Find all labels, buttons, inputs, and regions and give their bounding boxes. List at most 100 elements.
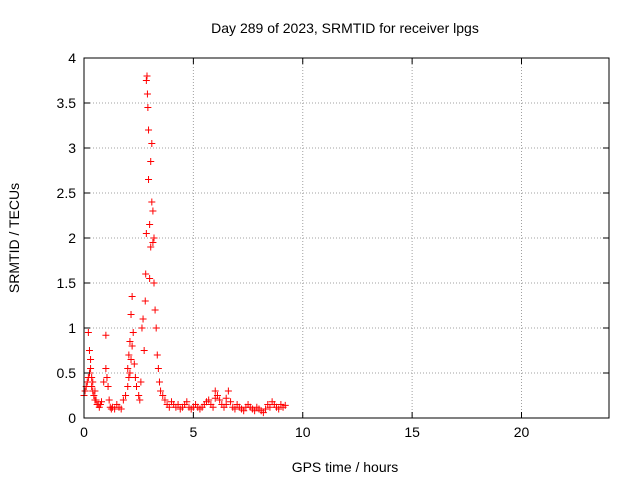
data-point <box>131 374 139 381</box>
data-point <box>136 396 144 404</box>
data-point <box>151 306 159 314</box>
data-point <box>122 392 130 399</box>
data-point <box>91 387 99 395</box>
data-point <box>117 405 125 413</box>
data-point <box>87 356 95 363</box>
data-point <box>127 356 135 363</box>
data-point <box>144 104 152 111</box>
data-point <box>128 293 136 300</box>
data-series <box>80 72 289 417</box>
data-point <box>81 387 89 395</box>
data-point <box>141 297 149 305</box>
y-tick-label: 4 <box>68 50 76 66</box>
y-tick-label: 1 <box>68 320 76 336</box>
x-tick-label: 15 <box>404 424 420 440</box>
data-point <box>125 374 133 381</box>
data-point <box>231 405 239 413</box>
data-point <box>140 347 148 354</box>
data-point <box>157 387 165 395</box>
data-point <box>153 351 161 359</box>
data-point <box>152 324 160 332</box>
data-point <box>155 378 163 386</box>
data-point <box>142 77 150 84</box>
data-point <box>145 176 153 183</box>
data-point <box>125 351 133 359</box>
data-point <box>251 407 259 415</box>
data-point <box>154 365 162 372</box>
x-tick-label: 0 <box>80 424 88 440</box>
data-point <box>165 403 173 411</box>
data-point <box>146 275 154 282</box>
data-point <box>143 72 151 80</box>
data-point <box>130 360 138 368</box>
data-point <box>128 342 136 350</box>
data-point <box>205 396 213 404</box>
data-point <box>145 126 153 134</box>
data-point <box>85 347 93 354</box>
x-tick-label: 10 <box>295 424 311 440</box>
data-point <box>105 396 113 404</box>
y-tick-label: 2 <box>68 230 76 246</box>
data-point <box>87 365 95 372</box>
data-point <box>222 401 230 408</box>
data-point <box>150 234 158 242</box>
data-point <box>119 396 127 404</box>
x-axis-label: GPS time / hours <box>292 459 399 475</box>
data-point <box>240 407 248 415</box>
y-axis-label: SRMTID / TECUs <box>6 183 22 293</box>
data-point <box>259 409 267 417</box>
data-point <box>103 374 111 381</box>
data-point <box>281 401 289 409</box>
data-point <box>102 331 110 339</box>
axis-ticks: 0 5 10 15 20 0 0.5 1 1.5 2 2.5 3 3.5 4 <box>57 50 609 440</box>
data-point <box>209 403 217 411</box>
data-point <box>124 365 132 372</box>
data-point <box>100 378 108 386</box>
data-point <box>147 158 155 165</box>
data-point <box>159 392 167 399</box>
data-point <box>111 405 119 413</box>
data-point <box>124 383 132 390</box>
data-point <box>213 392 221 399</box>
data-point <box>149 239 157 246</box>
data-point <box>102 365 110 372</box>
data-point <box>127 311 135 318</box>
data-point <box>227 398 235 406</box>
data-point <box>139 315 147 323</box>
y-tick-label: 0.5 <box>57 365 77 381</box>
y-tick-label: 2.5 <box>57 185 77 201</box>
data-point <box>126 369 134 377</box>
data-point <box>88 383 96 390</box>
data-point <box>146 221 154 228</box>
data-point <box>224 387 232 395</box>
data-point <box>89 378 97 386</box>
data-point <box>275 405 283 413</box>
data-point <box>126 338 134 345</box>
y-tick-label: 3 <box>68 140 76 156</box>
data-point <box>104 383 112 390</box>
y-tick-label: 1.5 <box>57 275 77 291</box>
data-point <box>84 329 92 336</box>
data-point <box>211 387 219 395</box>
data-point <box>98 398 105 406</box>
data-point <box>161 396 169 404</box>
data-point <box>90 392 98 399</box>
data-point <box>262 405 270 413</box>
data-point <box>222 394 230 402</box>
data-point <box>148 198 156 206</box>
y-tick-label: 0 <box>68 410 76 426</box>
x-tick-label: 5 <box>189 424 197 440</box>
data-point <box>133 383 140 390</box>
data-point <box>135 392 143 399</box>
x-tick-label: 20 <box>514 424 530 440</box>
data-point <box>88 374 96 381</box>
data-point <box>129 329 137 336</box>
chart-title: Day 289 of 2023, SRMTID for receiver lpg… <box>211 20 479 36</box>
data-point <box>174 401 182 408</box>
data-point <box>92 396 100 404</box>
data-point <box>143 90 151 98</box>
data-point <box>216 396 224 404</box>
grid-lines <box>84 58 609 418</box>
data-point <box>183 398 191 406</box>
